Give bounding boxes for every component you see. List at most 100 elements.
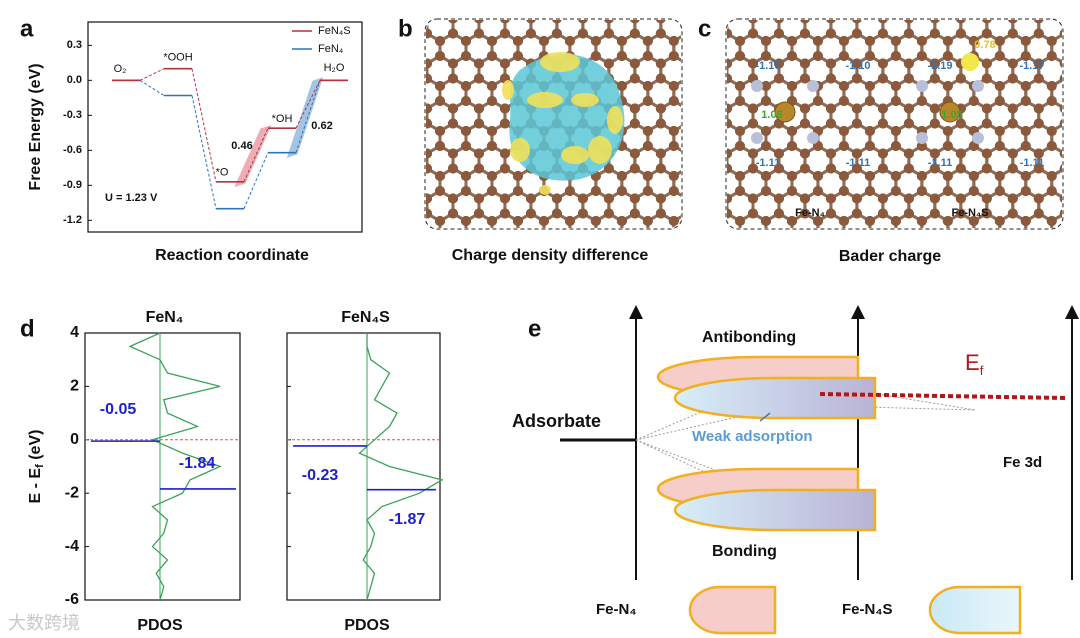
atom bbox=[903, 28, 914, 39]
atom bbox=[969, 231, 979, 241]
atom bbox=[916, 36, 927, 46]
atom bbox=[435, 36, 445, 46]
atom bbox=[851, 28, 862, 39]
atom bbox=[409, 141, 419, 151]
atom bbox=[812, 51, 823, 61]
atom bbox=[903, 118, 914, 129]
atom bbox=[916, 51, 927, 61]
connector bbox=[295, 80, 321, 129]
y-tick-label: 0.3 bbox=[67, 39, 82, 51]
atom bbox=[655, 208, 666, 219]
atom bbox=[929, 28, 940, 39]
atom bbox=[695, 216, 705, 226]
atom bbox=[512, 186, 523, 196]
atom bbox=[709, 216, 719, 226]
atom bbox=[1046, 216, 1057, 226]
atom bbox=[1060, 239, 1070, 249]
atom bbox=[709, 96, 719, 106]
atom bbox=[1020, 36, 1031, 46]
atom bbox=[656, 239, 666, 249]
atom bbox=[838, 51, 849, 61]
atom bbox=[435, 231, 445, 241]
atom bbox=[655, 103, 666, 114]
atom bbox=[696, 59, 706, 69]
atom bbox=[473, 208, 484, 219]
atom bbox=[1007, 193, 1018, 204]
y-axis-title: E - Ef (eV) bbox=[27, 430, 46, 504]
atom bbox=[565, 231, 575, 241]
atom bbox=[486, 186, 497, 196]
atom bbox=[695, 126, 705, 136]
atom bbox=[642, 81, 653, 91]
plot-title: FeN₄ bbox=[146, 309, 184, 326]
atom bbox=[1007, 208, 1018, 219]
y-tick-label: -1.2 bbox=[63, 214, 82, 226]
fe-atom bbox=[774, 101, 796, 123]
atom bbox=[603, 193, 614, 204]
atom bbox=[486, 36, 497, 46]
atom bbox=[825, 193, 836, 204]
atom bbox=[426, 118, 433, 129]
atom bbox=[551, 193, 562, 204]
atom bbox=[486, 51, 497, 61]
atom bbox=[655, 148, 666, 159]
density-yellow bbox=[571, 93, 599, 107]
y-tick-label: -2 bbox=[65, 484, 79, 501]
atom bbox=[603, 20, 614, 24]
atom bbox=[891, 231, 901, 241]
fermi-level bbox=[819, 392, 1067, 400]
atom bbox=[929, 163, 940, 174]
atom bbox=[786, 171, 797, 181]
atom bbox=[1073, 36, 1080, 46]
atom bbox=[942, 216, 953, 226]
atom bbox=[435, 96, 445, 106]
density-yellow bbox=[527, 92, 563, 108]
atom bbox=[695, 96, 705, 106]
atom bbox=[1020, 171, 1031, 181]
atom bbox=[499, 118, 510, 129]
step-label: *OH bbox=[272, 113, 293, 125]
atom bbox=[787, 231, 797, 241]
atom bbox=[981, 28, 992, 39]
atom bbox=[761, 6, 771, 16]
atom bbox=[435, 81, 445, 91]
density-yellow bbox=[510, 138, 530, 162]
atom bbox=[512, 216, 523, 226]
atom bbox=[668, 171, 679, 181]
atom bbox=[695, 186, 705, 196]
atom bbox=[930, 239, 940, 249]
atom bbox=[1059, 208, 1062, 219]
atom bbox=[995, 231, 1005, 241]
atom bbox=[396, 164, 406, 174]
atom bbox=[995, 231, 1005, 241]
atom bbox=[890, 81, 901, 91]
atom bbox=[903, 148, 914, 159]
atom bbox=[695, 51, 705, 61]
y-tick-label: -0.6 bbox=[63, 144, 82, 156]
atom bbox=[512, 36, 523, 46]
shade-arrow bbox=[234, 124, 272, 188]
atom bbox=[577, 20, 588, 24]
bader-charge: -1.10 bbox=[755, 60, 780, 72]
atom bbox=[590, 51, 601, 61]
orbital bbox=[673, 488, 877, 532]
atom bbox=[409, 171, 419, 181]
atom bbox=[799, 193, 810, 204]
fermi-label: Ef bbox=[965, 350, 984, 379]
atom bbox=[409, 141, 419, 151]
atom bbox=[473, 58, 484, 69]
atom bbox=[708, 104, 718, 114]
bond bbox=[426, 189, 429, 223]
atom bbox=[709, 126, 719, 136]
atom bbox=[396, 149, 406, 159]
atom bbox=[695, 96, 705, 106]
atom bbox=[447, 103, 458, 114]
atom bbox=[642, 171, 653, 181]
atom bbox=[669, 6, 679, 16]
atom bbox=[1073, 171, 1080, 181]
atom bbox=[460, 36, 471, 46]
atom bbox=[890, 51, 901, 61]
atom bbox=[1073, 51, 1080, 61]
atom bbox=[616, 36, 627, 46]
atom bbox=[499, 208, 510, 219]
